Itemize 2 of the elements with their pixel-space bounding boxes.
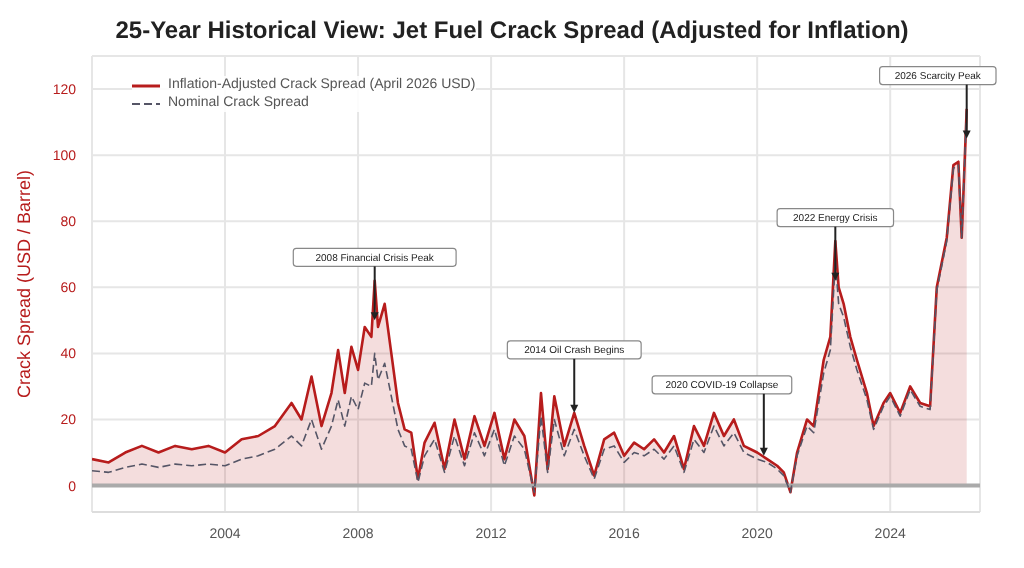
chart-title: 25-Year Historical View: Jet Fuel Crack Spread (Adjusted for Inflation) bbox=[113, 16, 911, 48]
y-axis-title: Crack Spread (USD / Barrel) bbox=[14, 169, 35, 399]
